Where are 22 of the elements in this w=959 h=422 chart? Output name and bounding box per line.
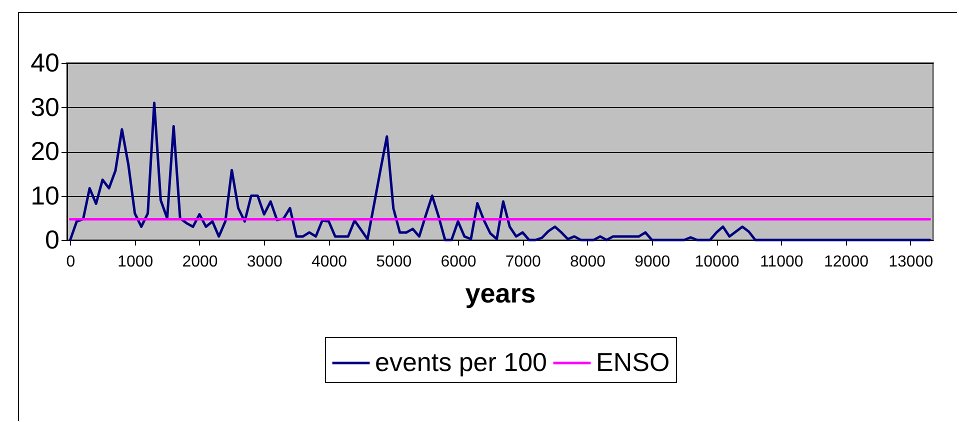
y-tick-label: 30 (30, 92, 60, 122)
line-series (68, 102, 932, 242)
y-tick-label: 10 (30, 180, 60, 210)
x-tick-label: 12000 (824, 254, 869, 270)
legend-label: events per 100 (375, 347, 548, 377)
x-tick-label: 10000 (694, 254, 740, 270)
x-tick-label: 9000 (634, 254, 670, 270)
x-tick-label: 5000 (376, 254, 412, 270)
x-tick-label: 6000 (440, 254, 476, 270)
legend-label: ENSO (596, 347, 670, 377)
x-tick-label: 7000 (505, 254, 542, 270)
x-tick-label: 1000 (118, 254, 154, 270)
y-tick-label: 20 (30, 136, 60, 166)
x-tick-label: 13000 (888, 254, 934, 270)
x-tick-label: 4000 (311, 254, 348, 270)
x-tick-label: 8000 (570, 254, 606, 270)
x-tick-label: 0 (66, 254, 76, 270)
x-axis-title: years (465, 278, 536, 308)
x-tick-label: 3000 (246, 254, 283, 270)
x-tick-label: 2000 (182, 254, 218, 270)
y-tick-label: 40 (30, 48, 60, 78)
x-tick-label: 11000 (760, 254, 804, 270)
